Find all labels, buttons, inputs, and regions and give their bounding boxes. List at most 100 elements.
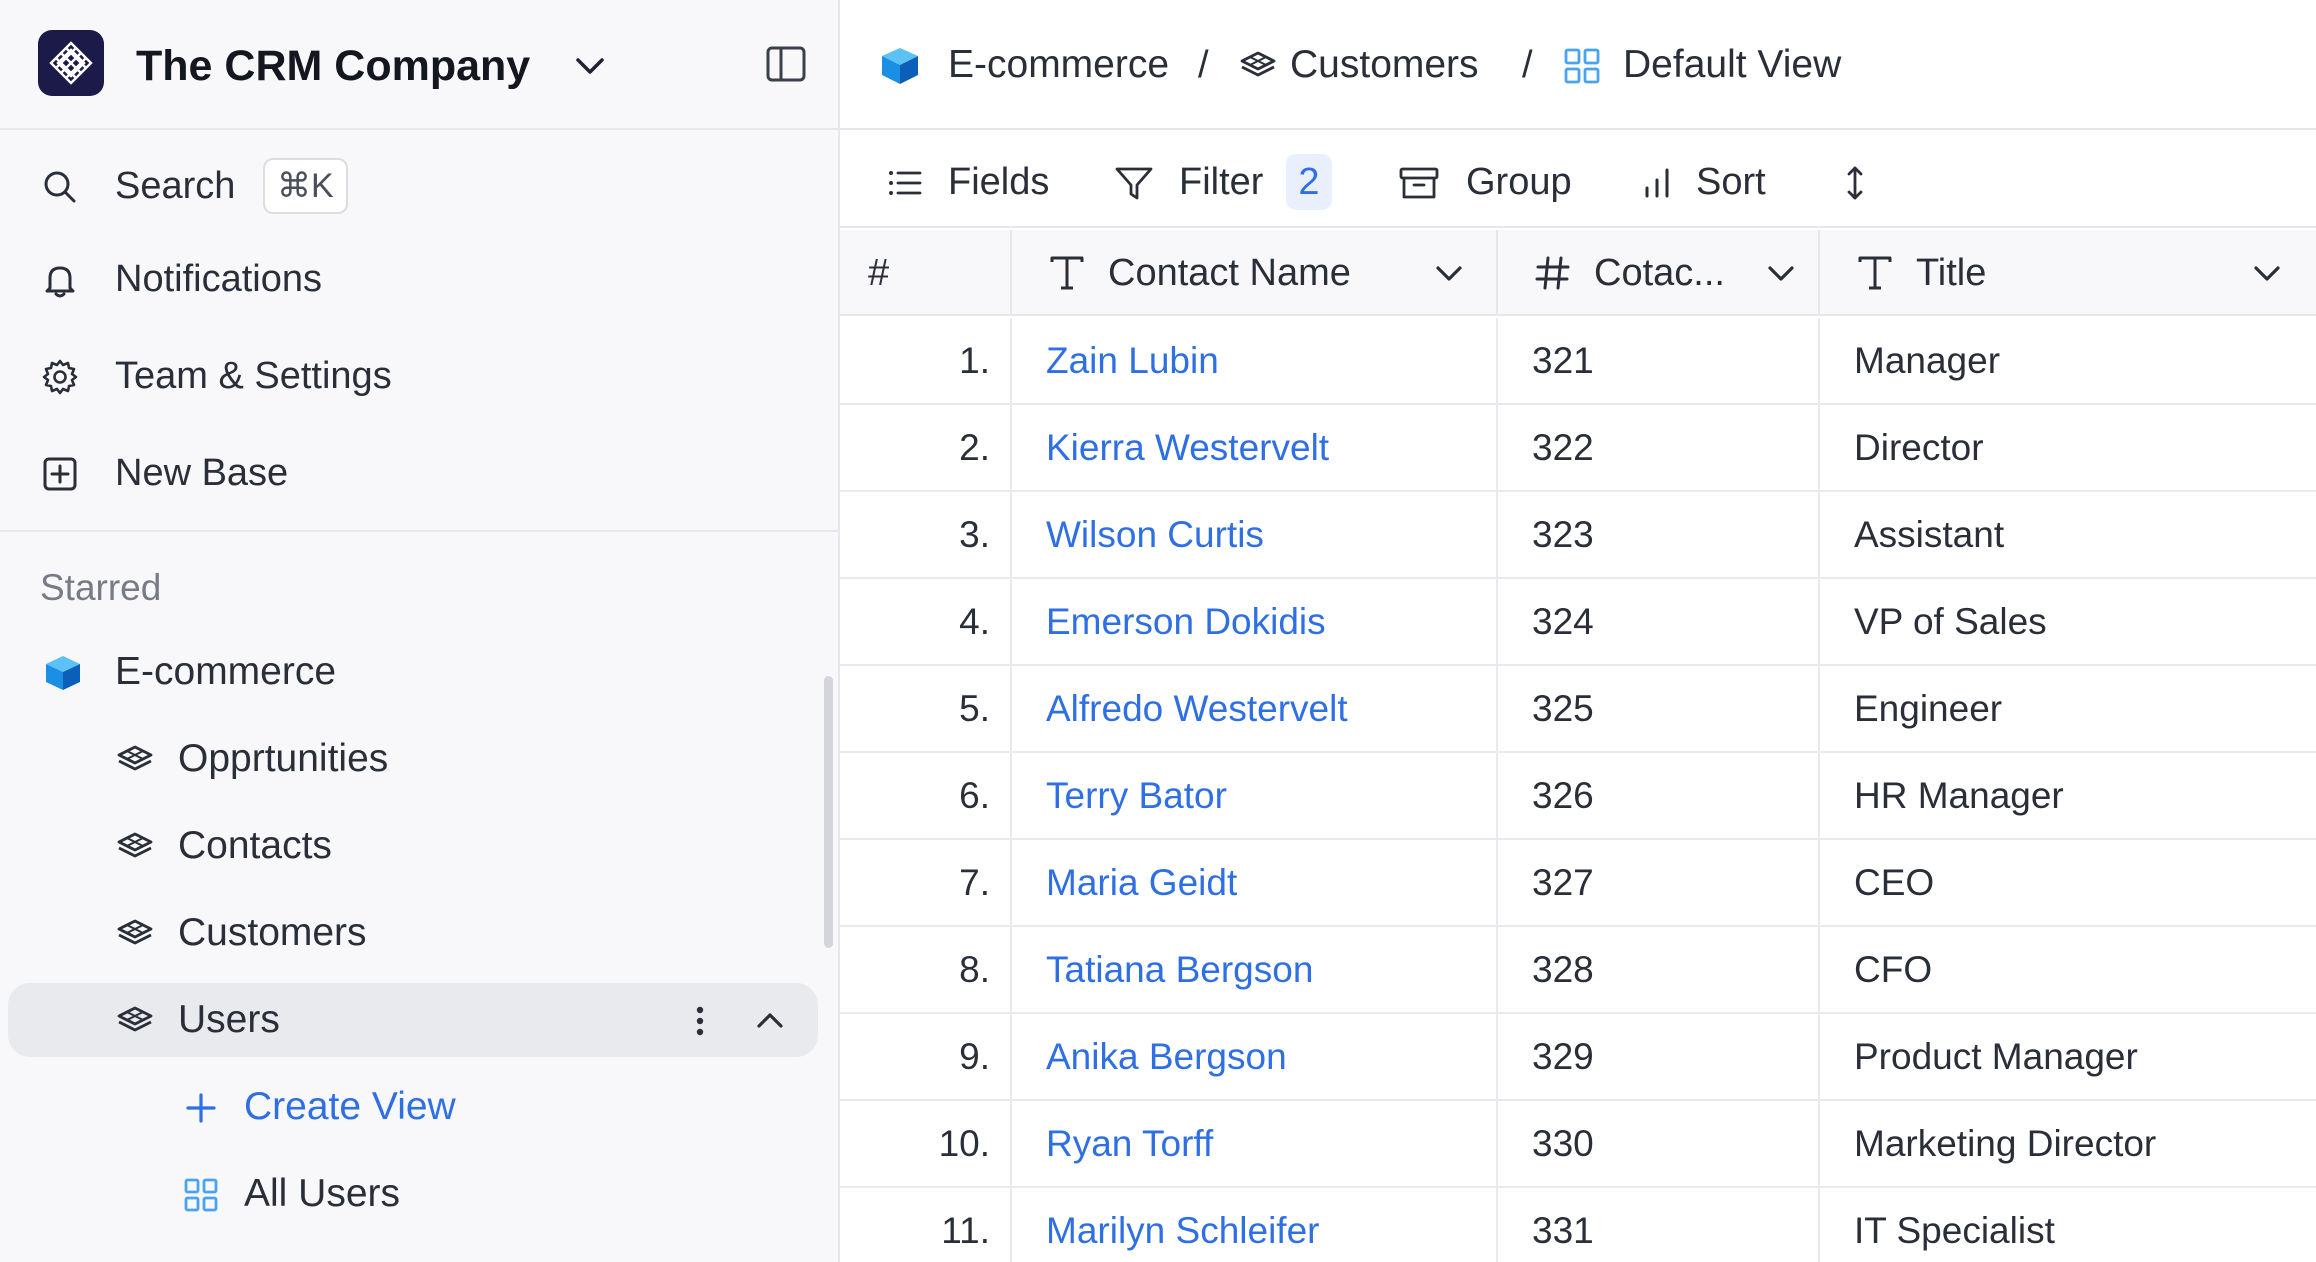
cube-icon (882, 48, 918, 84)
filter-label: Filter (1179, 161, 1264, 203)
contact-id-cell[interactable]: 325 (1498, 666, 1820, 751)
chevron-down-icon[interactable] (2248, 254, 2286, 292)
title-cell[interactable]: CEO (1854, 862, 1935, 903)
table-row[interactable]: 8. Tatiana Bergson 328 CFO (840, 927, 2316, 1014)
breadcrumb: E-commerce / Customers / Default View (840, 0, 2316, 130)
title-cell[interactable]: IT Specialist (1854, 1210, 2055, 1251)
archive-box-icon (1399, 167, 1439, 199)
layers-icon (117, 745, 153, 771)
contact-id-cell[interactable]: 322 (1498, 405, 1820, 490)
create-view-button[interactable]: Create View (176, 1070, 776, 1144)
contact-name-link[interactable]: Emerson Dokidis (1012, 579, 1498, 664)
table-row[interactable]: 4. Emerson Dokidis 324 VP of Sales (840, 579, 2316, 666)
sidebar-item-label: Users (178, 998, 280, 1041)
table-row[interactable]: 5. Alfredo Westervelt 325 Engineer (840, 666, 2316, 753)
contact-name-link[interactable]: Terry Bator (1012, 753, 1498, 838)
row-number-cell: 11. (840, 1188, 1012, 1262)
breadcrumb-separator: / (1522, 44, 1533, 86)
sidebar-item-all-users[interactable]: All Users (176, 1157, 776, 1231)
fields-button[interactable]: Fields (884, 154, 1084, 208)
contact-id-cell[interactable]: 327 (1498, 840, 1820, 925)
contact-id-cell[interactable]: 326 (1498, 753, 1820, 838)
title-cell[interactable]: HR Manager (1854, 775, 2064, 816)
title-cell[interactable]: Product Manager (1854, 1036, 2138, 1077)
workspace-name[interactable]: The CRM Company (136, 42, 531, 90)
new-base-nav-item[interactable]: New Base (30, 437, 790, 507)
group-button[interactable]: Group (1398, 154, 1588, 208)
chevron-down-icon[interactable] (1430, 254, 1468, 292)
title-cell[interactable]: VP of Sales (1854, 601, 2047, 642)
grid-icon (184, 1178, 218, 1212)
chevron-up-icon[interactable] (750, 1001, 790, 1041)
column-header-index[interactable]: # (840, 230, 1012, 316)
more-vertical-icon[interactable] (680, 1001, 720, 1041)
contact-id-cell[interactable]: 323 (1498, 492, 1820, 577)
column-header-contact-id[interactable]: Cotac... (1498, 230, 1820, 316)
workspace-header[interactable]: The CRM Company (0, 0, 838, 130)
notifications-nav-item[interactable]: Notifications (30, 243, 790, 313)
sidebar-item-label: Contacts (178, 824, 332, 867)
sidebar-item-customers[interactable]: Customers (110, 896, 790, 970)
fields-label: Fields (948, 161, 1050, 203)
sidebar-item-ecommerce[interactable]: E-commerce (30, 635, 790, 709)
title-cell[interactable]: Manager (1854, 340, 2001, 381)
contact-name-link[interactable]: Zain Lubin (1012, 318, 1498, 403)
search-nav-item[interactable]: Search ⌘K (30, 150, 790, 220)
contact-name-link[interactable]: Maria Geidt (1012, 840, 1498, 925)
layers-icon (117, 1006, 153, 1032)
sidebar-scrollbar[interactable] (824, 676, 833, 948)
table-row[interactable]: 10. Ryan Torff 330 Marketing Director (840, 1101, 2316, 1188)
cube-icon (46, 656, 80, 690)
contact-id-cell[interactable]: 331 (1498, 1188, 1820, 1262)
text-type-icon (1858, 256, 1892, 290)
sort-button[interactable]: Sort (1638, 154, 1788, 208)
table-row[interactable]: 2. Kierra Westervelt 322 Director (840, 405, 2316, 492)
layers-icon (117, 919, 153, 945)
settings-nav-item[interactable]: Team & Settings (30, 340, 790, 410)
contact-name-link[interactable]: Alfredo Westervelt (1012, 666, 1498, 751)
contact-id-cell[interactable]: 329 (1498, 1014, 1820, 1099)
chevron-down-icon[interactable] (1762, 254, 1800, 292)
contact-name-link[interactable]: Anika Bergson (1012, 1014, 1498, 1099)
contact-name-link[interactable]: Tatiana Bergson (1012, 927, 1498, 1012)
layers-icon (117, 832, 153, 858)
chevron-down-icon[interactable] (570, 46, 610, 86)
sidebar-item-opportunities[interactable]: Opprtunities (110, 722, 790, 796)
row-height-button[interactable] (1834, 154, 1876, 208)
filter-count-badge: 2 (1286, 154, 1332, 210)
table-row[interactable]: 3. Wilson Curtis 323 Assistant (840, 492, 2316, 579)
sidebar-item-users[interactable]: Users (8, 983, 818, 1057)
contact-id-cell[interactable]: 328 (1498, 927, 1820, 1012)
group-label: Group (1466, 161, 1572, 203)
row-number-cell: 4. (840, 579, 1012, 664)
contact-name-link[interactable]: Kierra Westervelt (1012, 405, 1498, 490)
title-cell[interactable]: Assistant (1854, 514, 2005, 555)
table-row[interactable]: 7. Maria Geidt 327 CEO (840, 840, 2316, 927)
contact-id-cell[interactable]: 321 (1498, 318, 1820, 403)
table-row[interactable]: 1. Zain Lubin 321 Manager (840, 318, 2316, 405)
title-cell[interactable]: CFO (1854, 949, 1933, 990)
contact-name-link[interactable]: Wilson Curtis (1012, 492, 1498, 577)
column-header-contact-name[interactable]: Contact Name (1012, 230, 1498, 316)
row-number-cell: 5. (840, 666, 1012, 751)
contact-id-cell[interactable]: 330 (1498, 1101, 1820, 1186)
table-row[interactable]: 9. Anika Bergson 329 Product Manager (840, 1014, 2316, 1101)
sidebar-item-label: Customers (178, 911, 367, 954)
sidebar-toggle-icon[interactable] (764, 42, 808, 86)
contact-name-link[interactable]: Marilyn Schleifer (1012, 1188, 1498, 1262)
column-header-title[interactable]: Title (1820, 230, 2316, 316)
contact-id-cell[interactable]: 324 (1498, 579, 1820, 664)
starred-section-label: Starred (40, 567, 162, 608)
new-base-label: New Base (115, 452, 289, 494)
title-cell[interactable]: Marketing Director (1854, 1123, 2157, 1164)
table-row[interactable]: 6. Terry Bator 326 HR Manager (840, 753, 2316, 840)
main-content: E-commerce / Customers / Default View (840, 0, 2316, 1262)
table-row[interactable]: 11. Marilyn Schleifer 331 IT Specialist (840, 1188, 2316, 1262)
title-cell[interactable]: Engineer (1854, 688, 2003, 729)
filter-button[interactable]: Filter 2 (1113, 154, 1343, 210)
sidebar-item-contacts[interactable]: Contacts (110, 809, 790, 883)
title-cell[interactable]: Director (1854, 427, 1984, 468)
bar-chart-icon (1645, 168, 1669, 198)
column-header-label: # (868, 252, 890, 294)
contact-name-link[interactable]: Ryan Torff (1012, 1101, 1498, 1186)
